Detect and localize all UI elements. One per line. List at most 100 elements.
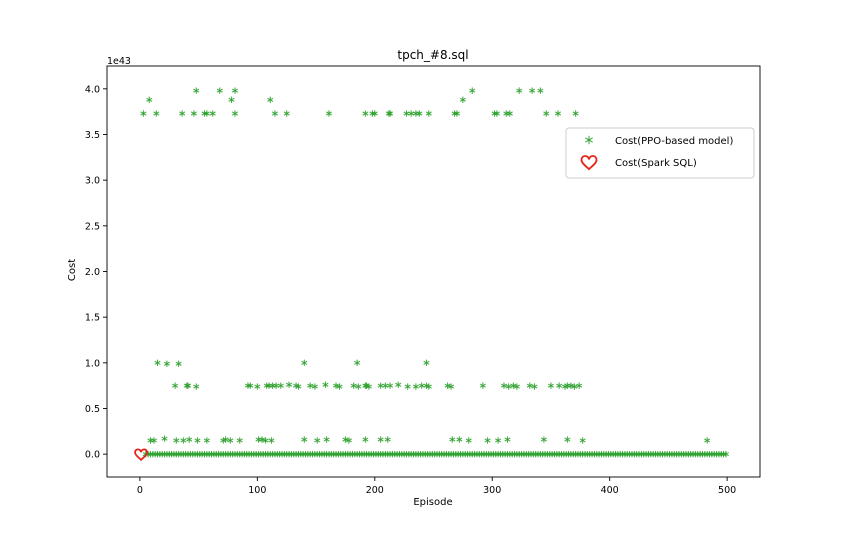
data-point [194,437,201,444]
data-point [236,437,243,444]
data-point [504,436,511,443]
data-point [153,110,160,117]
data-point [231,110,239,117]
legend: Cost(PPO-based model) Cost(Spark SQL) [565,127,755,179]
data-point [323,436,330,443]
data-point [493,110,500,117]
data-point [146,96,153,103]
data-point [193,87,200,94]
data-point [161,435,168,442]
data-point [529,87,536,94]
y-tick-label: 1.5 [85,313,100,324]
data-point [579,437,586,444]
data-point [571,383,578,390]
data-point [395,381,402,388]
data-point [140,110,147,117]
x-tick-label: 200 [366,485,384,496]
y-tick-label: 2.5 [85,221,100,232]
data-point [505,383,512,390]
data-point [495,437,502,444]
plot-frame [106,65,761,478]
y-tick-label: 0.5 [85,404,100,415]
y-ticks: 0.0 0.5 1.0 1.5 2.0 2.5 3.0 3.5 4.0 [85,84,107,461]
data-point [190,110,197,117]
data-point [342,436,349,443]
legend-asterisk-icon [585,135,593,145]
x-tick-label: 300 [483,485,501,496]
data-point [216,87,223,94]
data-point [385,110,392,117]
data-point [418,382,425,389]
y-offset-text: 1e43 [107,56,131,67]
x-tick-label: 100 [248,485,266,496]
data-point [322,381,329,388]
data-point [150,437,158,444]
data-point [704,437,711,444]
data-point [350,382,357,389]
x-tick-label: 0 [137,485,143,496]
data-point [262,437,269,444]
data-point [510,382,517,389]
data-point [180,437,187,444]
data-point [386,110,394,117]
data-point [362,436,369,443]
data-point [479,382,486,389]
data-point [412,383,419,390]
data-point-spark [134,448,148,462]
data-point [247,382,254,389]
data-point [444,382,451,389]
data-point [183,382,190,389]
data-point [222,436,229,443]
data-point [556,382,563,389]
data-point [255,436,262,443]
data-point [332,382,340,389]
legend-label-spark: Cost(Spark SQL) [615,158,697,169]
data-point [209,110,216,117]
data-point [500,382,508,389]
data-point [314,437,321,444]
data-point [386,382,394,389]
data-point [336,383,343,390]
data-point [227,437,234,444]
y-tick-label: 0.0 [85,450,100,461]
data-point [267,96,274,103]
data-point [258,436,266,443]
legend-heart-icon [580,155,598,171]
data-point [163,360,170,367]
data-point [547,382,554,389]
data-point [254,383,261,390]
data-points [134,87,729,462]
y-axis-label: Cost [67,259,78,281]
data-point [513,383,520,390]
data-point [572,110,579,117]
data-point [307,382,314,389]
data-point [269,382,276,389]
x-tick-label: 500 [718,485,736,496]
data-point [355,383,362,390]
data-point [516,87,523,94]
legend-box [565,127,755,179]
y-tick-label: 3.5 [85,130,100,141]
x-ticks: 0 100 200 300 400 500 [137,477,736,496]
chart-title: tpch_#8.sql [397,48,468,62]
data-point [362,382,369,389]
data-point [567,382,574,389]
data-point [554,110,562,117]
data-point [543,110,550,117]
data-point [484,437,491,444]
legend-marker-ppo [585,135,593,145]
legend-label-ppo: Cost(PPO-based model) [615,136,733,147]
data-point [531,383,538,390]
data-point [203,437,210,444]
data-point [193,383,200,390]
legend-marker-spark [580,155,598,171]
data-point [283,110,290,117]
data-point [231,87,239,94]
data-point [465,437,472,444]
data-point [453,110,461,117]
data-point [408,110,415,117]
data-point [186,436,193,443]
data-point [365,383,372,390]
data-point [301,436,308,443]
